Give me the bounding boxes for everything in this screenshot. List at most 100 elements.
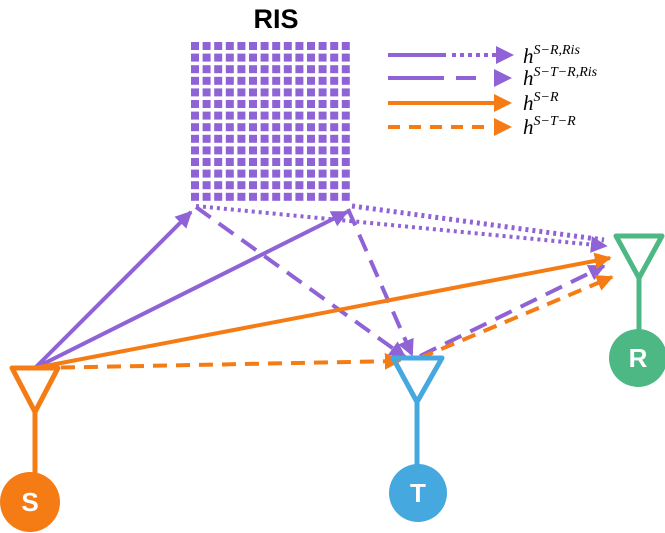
ris-element bbox=[249, 100, 257, 108]
receiver-badge bbox=[609, 329, 665, 387]
ris-element bbox=[237, 100, 246, 108]
ris-element bbox=[237, 111, 246, 120]
ris-element bbox=[202, 192, 211, 201]
legend: hS−R,Ris hS−T−R,Ris hS−R hS−T−R bbox=[388, 43, 598, 139]
ris-element bbox=[202, 123, 211, 132]
ris-element bbox=[202, 65, 211, 74]
ris-element bbox=[307, 111, 315, 120]
ris-element bbox=[341, 181, 350, 190]
legend-base-3: h bbox=[523, 91, 534, 115]
ris-element bbox=[214, 76, 223, 85]
ris-element bbox=[191, 65, 199, 74]
ris-element bbox=[237, 146, 246, 155]
ris-element bbox=[283, 123, 292, 132]
receiver-antenna-icon bbox=[613, 233, 665, 281]
ris-element bbox=[272, 65, 281, 74]
svg-text:hS−R,Ris: hS−R,Ris bbox=[523, 43, 580, 68]
ris-element bbox=[330, 181, 339, 190]
ris-element bbox=[237, 134, 246, 143]
ris-element bbox=[191, 146, 199, 155]
ris-element bbox=[330, 158, 339, 166]
legend-row-s-r-ris: hS−R,Ris bbox=[388, 43, 580, 68]
ris-element bbox=[341, 76, 350, 85]
ris-element bbox=[202, 53, 211, 62]
ris-element bbox=[249, 134, 257, 143]
ris-element bbox=[225, 42, 234, 50]
ris-element bbox=[283, 169, 292, 178]
ris-element bbox=[341, 134, 350, 143]
ris-element bbox=[307, 146, 315, 155]
ris-element bbox=[341, 146, 350, 155]
ris-element bbox=[272, 53, 281, 62]
ris-element bbox=[318, 100, 327, 108]
ris-element bbox=[260, 181, 269, 190]
ris-element bbox=[318, 146, 327, 155]
ris-element bbox=[330, 169, 339, 178]
ris-element bbox=[237, 123, 246, 132]
ris-element bbox=[260, 42, 269, 50]
svg-text:hS−T−R: hS−T−R bbox=[523, 114, 576, 139]
ris-element bbox=[295, 134, 304, 143]
ris-element bbox=[249, 169, 257, 178]
ris-element bbox=[341, 100, 350, 108]
ris-element bbox=[202, 88, 211, 97]
ris-element bbox=[225, 169, 234, 178]
ris-element bbox=[214, 181, 223, 190]
ris-element bbox=[249, 88, 257, 97]
ris-element bbox=[249, 192, 257, 201]
ris-element bbox=[225, 134, 234, 143]
ris-element bbox=[249, 123, 257, 132]
ris-element bbox=[260, 146, 269, 155]
ris-element bbox=[191, 42, 199, 50]
ris-element bbox=[295, 42, 304, 50]
ris-element bbox=[295, 181, 304, 190]
ris-element bbox=[283, 88, 292, 97]
link-s-to-t-dashed bbox=[37, 352, 402, 370]
ris-element bbox=[260, 134, 269, 143]
ris-element bbox=[191, 76, 199, 85]
ris-element bbox=[318, 42, 327, 50]
ris-element bbox=[283, 100, 292, 108]
ris-element bbox=[214, 146, 223, 155]
ris-element bbox=[295, 88, 304, 97]
ris-element bbox=[214, 100, 223, 108]
ris-element bbox=[249, 76, 257, 85]
ris-element bbox=[283, 53, 292, 62]
ris-element bbox=[202, 158, 211, 166]
ris-element bbox=[283, 192, 292, 201]
ris-element bbox=[330, 134, 339, 143]
ris-element bbox=[307, 169, 315, 178]
target-antenna-icon bbox=[390, 355, 445, 405]
ris-element bbox=[237, 53, 246, 62]
ris-element bbox=[237, 181, 246, 190]
ris-element bbox=[225, 158, 234, 166]
ris-element bbox=[272, 123, 281, 132]
ris-element bbox=[318, 88, 327, 97]
ris-element bbox=[295, 111, 304, 120]
ris-element bbox=[225, 181, 234, 190]
ris-element bbox=[191, 123, 199, 132]
ris-element bbox=[191, 53, 199, 62]
ris-element bbox=[307, 65, 315, 74]
ris-element bbox=[330, 65, 339, 74]
ris-element bbox=[295, 169, 304, 178]
ris-element bbox=[272, 76, 281, 85]
ris-element bbox=[341, 53, 350, 62]
ris-element bbox=[330, 111, 339, 120]
ris-element bbox=[283, 111, 292, 120]
ris-element bbox=[191, 134, 199, 143]
ris-element bbox=[318, 169, 327, 178]
legend-sup-2: S−T−R,Ris bbox=[534, 65, 598, 80]
ris-element bbox=[330, 53, 339, 62]
source-badge bbox=[0, 472, 60, 532]
ris-element bbox=[260, 53, 269, 62]
links bbox=[33, 203, 614, 370]
ris-element bbox=[191, 158, 199, 166]
ris-element bbox=[330, 100, 339, 108]
ris-element bbox=[225, 88, 234, 97]
ris-element bbox=[202, 76, 211, 85]
receiver-label: R bbox=[629, 343, 648, 373]
ris-element bbox=[249, 111, 257, 120]
ris-element bbox=[272, 88, 281, 97]
